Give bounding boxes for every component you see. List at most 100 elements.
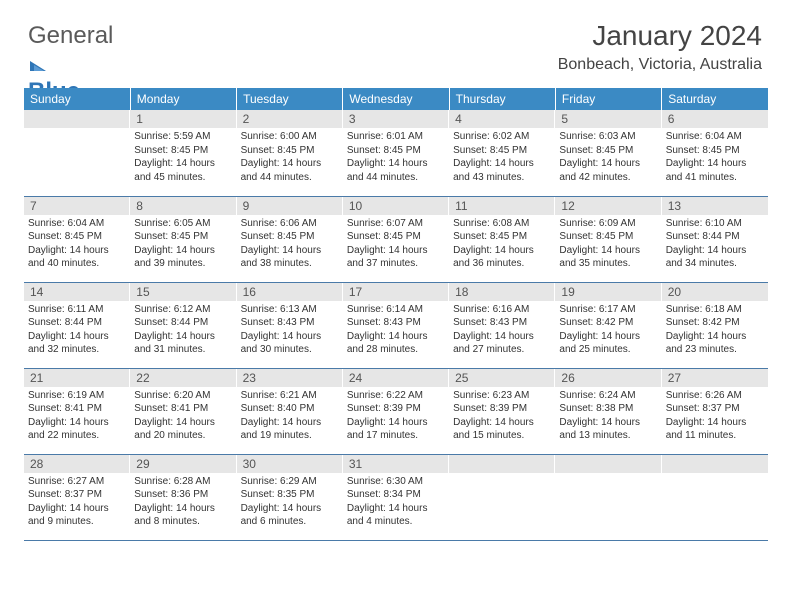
calendar-day-cell: 12Sunrise: 6:09 AMSunset: 8:45 PMDayligh… <box>555 196 661 282</box>
calendar-day-cell: 25Sunrise: 6:23 AMSunset: 8:39 PMDayligh… <box>449 368 555 454</box>
day-number: 17 <box>343 283 449 301</box>
daylight-line: Daylight: 14 hours and 4 minutes. <box>347 503 428 528</box>
sunrise-line: Sunrise: 6:26 AM <box>666 390 742 401</box>
sunset-line: Sunset: 8:45 PM <box>666 145 740 156</box>
day-details: Sunrise: 6:12 AMSunset: 8:44 PMDaylight:… <box>130 301 236 359</box>
sunset-line: Sunset: 8:37 PM <box>28 489 102 500</box>
brand-text-1: General <box>28 22 113 49</box>
sunset-line: Sunset: 8:37 PM <box>666 403 740 414</box>
sunset-line: Sunset: 8:40 PM <box>241 403 315 414</box>
calendar-day-cell: 28Sunrise: 6:27 AMSunset: 8:37 PMDayligh… <box>24 454 130 540</box>
day-number: 1 <box>130 110 236 128</box>
sunrise-line: Sunrise: 6:16 AM <box>453 304 529 315</box>
calendar-day-cell <box>662 454 768 540</box>
calendar-day-cell: 21Sunrise: 6:19 AMSunset: 8:41 PMDayligh… <box>24 368 130 454</box>
calendar-day-cell: 26Sunrise: 6:24 AMSunset: 8:38 PMDayligh… <box>555 368 661 454</box>
day-details: Sunrise: 6:14 AMSunset: 8:43 PMDaylight:… <box>343 301 449 359</box>
weekday-header: Friday <box>555 88 661 110</box>
sunrise-line: Sunrise: 6:27 AM <box>28 476 104 487</box>
sunset-line: Sunset: 8:45 PM <box>241 145 315 156</box>
calendar-week-row: 28 Sunrise: 6:27 AM Sunset: 8:37 PM Dayligh… <box>24 454 768 540</box>
sunset-line: Sunset: 8:45 PM <box>453 231 527 242</box>
calendar-day-cell: 27Sunrise: 6:26 AMSunset: 8:37 PMDayligh… <box>662 368 768 454</box>
sunset-line: Sunset: 8:43 PM <box>241 317 315 328</box>
calendar-day-cell: 29Sunrise: 6:28 AMSunset: 8:36 PMDayligh… <box>130 454 236 540</box>
day-details: Sunrise: 6:10 AMSunset: 8:44 PMDaylight:… <box>662 215 768 273</box>
calendar-day-cell: 15Sunrise: 6:12 AMSunset: 8:44 PMDayligh… <box>130 282 236 368</box>
sunrise-line: Sunrise: 5:59 AM <box>134 131 210 142</box>
day-details: Sunrise: 6:21 AMSunset: 8:40 PMDaylight:… <box>237 387 343 445</box>
calendar-day-cell <box>555 454 661 540</box>
day-details: Sunrise: 6:27 AMSunset: 8:37 PMDaylight:… <box>24 473 130 531</box>
sunrise-line: Sunrise: 6:20 AM <box>134 390 210 401</box>
sunset-line: Sunset: 8:36 PM <box>134 489 208 500</box>
sunrise-line: Sunrise: 6:10 AM <box>666 218 742 229</box>
sunset-line: Sunset: 8:45 PM <box>347 231 421 242</box>
sunrise-line: Sunrise: 6:09 AM <box>559 218 635 229</box>
day-details: Sunrise: 6:00 AMSunset: 8:45 PMDaylight:… <box>237 128 343 186</box>
daylight-line: Daylight: 14 hours and 40 minutes. <box>28 245 109 270</box>
weekday-header: Sunday <box>24 88 130 110</box>
page-title: January 2024 <box>558 20 762 52</box>
day-number: 13 <box>662 197 768 215</box>
calendar-week-row: 1Sunrise: 5:59 AMSunset: 8:45 PMDaylight… <box>24 110 768 196</box>
sunset-line: Sunset: 8:42 PM <box>559 317 633 328</box>
daylight-line: Daylight: 14 hours and 20 minutes. <box>134 417 215 442</box>
day-details: Sunrise: 6:26 AMSunset: 8:37 PMDaylight:… <box>662 387 768 445</box>
weekday-header: Thursday <box>449 88 555 110</box>
sunrise-line: Sunrise: 6:04 AM <box>28 218 104 229</box>
sunset-line: Sunset: 8:41 PM <box>28 403 102 414</box>
day-details: Sunrise: 6:01 AMSunset: 8:45 PMDaylight:… <box>343 128 449 186</box>
sunrise-line: Sunrise: 6:17 AM <box>559 304 635 315</box>
day-details: Sunrise: 6:03 AMSunset: 8:45 PMDaylight:… <box>555 128 661 186</box>
daylight-line: Daylight: 14 hours and 22 minutes. <box>28 417 109 442</box>
day-number: 15 <box>130 283 236 301</box>
day-number: 8 <box>130 197 236 215</box>
day-details: Sunrise: 6:18 AMSunset: 8:42 PMDaylight:… <box>662 301 768 359</box>
calendar-day-cell: 13Sunrise: 6:10 AMSunset: 8:44 PMDayligh… <box>662 196 768 282</box>
day-number: 28 <box>24 455 130 473</box>
calendar-day-cell: 6Sunrise: 6:04 AMSunset: 8:45 PMDaylight… <box>662 110 768 196</box>
calendar-day-cell: 23Sunrise: 6:21 AMSunset: 8:40 PMDayligh… <box>237 368 343 454</box>
sunrise-line: Sunrise: 6:08 AM <box>453 218 529 229</box>
daylight-line: Daylight: 14 hours and 27 minutes. <box>453 331 534 356</box>
sunrise-line: Sunrise: 6:02 AM <box>453 131 529 142</box>
daylight-line: Daylight: 14 hours and 35 minutes. <box>559 245 640 270</box>
day-details: Sunrise: 6:19 AMSunset: 8:41 PMDaylight:… <box>24 387 130 445</box>
daylight-line: Daylight: 14 hours and 44 minutes. <box>241 158 322 183</box>
day-details: Sunrise: 6:06 AMSunset: 8:45 PMDaylight:… <box>237 215 343 273</box>
sunset-line: Sunset: 8:39 PM <box>347 403 421 414</box>
sunset-line: Sunset: 8:41 PM <box>134 403 208 414</box>
day-number: 9 <box>237 197 343 215</box>
daylight-line: Daylight: 14 hours and 17 minutes. <box>347 417 428 442</box>
sunrise-line: Sunrise: 6:07 AM <box>347 218 423 229</box>
day-number: 19 <box>555 283 661 301</box>
calendar-day-cell: 30Sunrise: 6:29 AMSunset: 8:35 PMDayligh… <box>237 454 343 540</box>
day-details: Sunrise: 5:59 AMSunset: 8:45 PMDaylight:… <box>130 128 236 186</box>
location-subtitle: Bonbeach, Victoria, Australia <box>558 56 762 74</box>
calendar-day-cell: 22Sunrise: 6:20 AMSunset: 8:41 PMDayligh… <box>130 368 236 454</box>
sunset-line: Sunset: 8:35 PM <box>241 489 315 500</box>
sunrise-line: Sunrise: 6:14 AM <box>347 304 423 315</box>
day-number: 24 <box>343 369 449 387</box>
day-number: 26 <box>555 369 661 387</box>
day-details: Sunrise: 6:04 AMSunset: 8:45 PMDaylight:… <box>24 215 130 273</box>
day-details: Sunrise: 6:30 AMSunset: 8:34 PMDaylight:… <box>343 473 449 531</box>
calendar-day-cell: 24Sunrise: 6:22 AMSunset: 8:39 PMDayligh… <box>343 368 449 454</box>
daylight-line: Daylight: 14 hours and 45 minutes. <box>134 158 215 183</box>
day-number: 20 <box>662 283 768 301</box>
daylight-line: Daylight: 14 hours and 44 minutes. <box>347 158 428 183</box>
calendar-day-cell: 31Sunrise: 6:30 AMSunset: 8:34 PMDayligh… <box>343 454 449 540</box>
sunset-line: Sunset: 8:34 PM <box>347 489 421 500</box>
sunrise-line: Sunrise: 6:12 AM <box>134 304 210 315</box>
sunrise-line: Sunrise: 6:01 AM <box>347 131 423 142</box>
calendar-day-cell <box>24 110 130 196</box>
sunset-line: Sunset: 8:44 PM <box>28 317 102 328</box>
weekday-header: Monday <box>130 88 236 110</box>
logo-triangle-icon-2 <box>34 65 44 71</box>
daylight-line: Daylight: 14 hours and 25 minutes. <box>559 331 640 356</box>
day-number: 2 <box>237 110 343 128</box>
sunrise-line: Sunrise: 6:29 AM <box>241 476 317 487</box>
weekday-header: Tuesday <box>237 88 343 110</box>
day-details: Sunrise: 6:11 AMSunset: 8:44 PMDaylight:… <box>24 301 130 359</box>
